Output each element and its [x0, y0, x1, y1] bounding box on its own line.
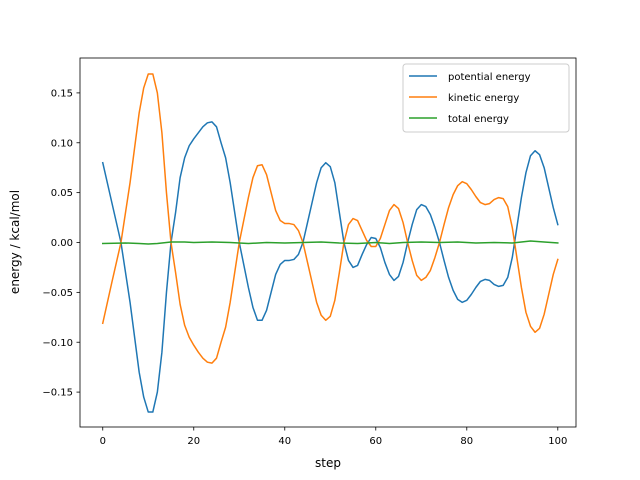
y-tick-label: −0.05	[42, 288, 73, 299]
x-tick-label: 60	[369, 436, 382, 447]
series-layer	[101, 73, 559, 413]
x-tick-label: 80	[460, 436, 473, 447]
y-tick-label: 0.00	[51, 238, 73, 249]
x-axis-label: step	[315, 456, 341, 470]
legend: potential energy kinetic energy total ener…	[402, 63, 570, 133]
legend-label-kinetic-energy: kinetic energy	[448, 93, 519, 104]
y-axis-label: energy / kcal/mol	[8, 190, 22, 294]
y-tick-label: 0.10	[51, 138, 73, 149]
series-line-total-energy	[101, 240, 559, 245]
y-tick-label: −0.10	[42, 338, 73, 349]
x-tick-label: 20	[187, 436, 200, 447]
legend-box	[402, 63, 570, 133]
y-tick-label: −0.15	[42, 388, 73, 399]
x-tick-label: 100	[548, 436, 567, 447]
y-tick-label: 0.15	[51, 89, 73, 100]
legend-label-total-energy: total energy	[448, 114, 509, 125]
x-axis-ticks: 0 20 40 60 80 100	[100, 427, 567, 447]
legend-entries: potential energy kinetic energy total ener…	[409, 72, 531, 125]
x-tick-label: 40	[278, 436, 291, 447]
legend-label-potential-energy: potential energy	[448, 72, 531, 83]
y-tick-label: 0.05	[51, 188, 73, 199]
x-tick-label: 0	[100, 436, 106, 447]
y-axis-ticks: −0.15 −0.10 −0.05 0.00 0.05 0.10 0.15	[42, 89, 80, 399]
